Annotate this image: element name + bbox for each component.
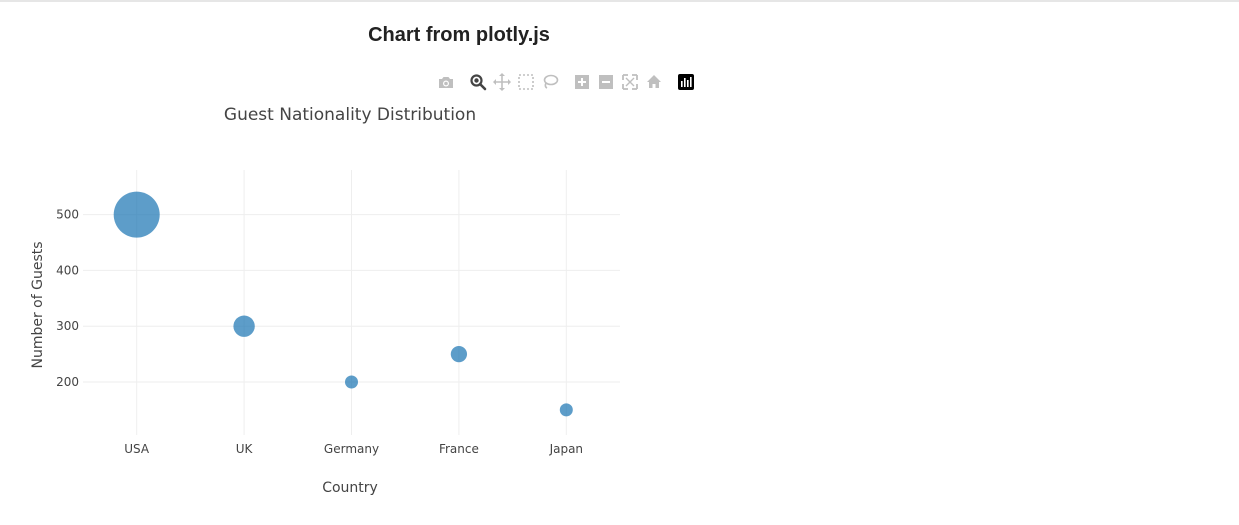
x-tick-label: Germany bbox=[324, 442, 379, 456]
y-axis-title: Number of Guests bbox=[30, 241, 46, 368]
zoom-icon[interactable] bbox=[468, 72, 488, 92]
plotly-logo-icon[interactable] bbox=[676, 72, 696, 92]
x-tick-label: France bbox=[439, 442, 479, 456]
pan-icon[interactable] bbox=[492, 72, 512, 92]
autoscale-icon[interactable] bbox=[620, 72, 640, 92]
y-tick-label: 400 bbox=[56, 263, 79, 277]
label-layer: 200 300 400 500 USA UK Germany France Japan bbox=[56, 208, 583, 456]
data-point-germany[interactable] bbox=[345, 375, 358, 389]
grid-layer bbox=[83, 170, 620, 435]
y-tick-label: 500 bbox=[56, 208, 79, 222]
chart-title: Guest Nationality Distribution bbox=[224, 105, 476, 125]
y-tick-label: 300 bbox=[56, 319, 79, 333]
x-axis-title: Country bbox=[322, 480, 378, 496]
lasso-select-icon[interactable] bbox=[540, 72, 560, 92]
zoom-out-icon[interactable] bbox=[596, 72, 616, 92]
data-point-usa[interactable] bbox=[113, 191, 160, 238]
y-tick-label: 200 bbox=[56, 375, 79, 389]
page-title: Chart from plotly.js bbox=[368, 24, 550, 46]
x-tick-label: UK bbox=[236, 442, 254, 456]
data-point-japan[interactable] bbox=[559, 403, 573, 417]
data-point-france[interactable] bbox=[450, 345, 468, 363]
marker-layer bbox=[113, 191, 573, 417]
x-tick-label: USA bbox=[124, 442, 150, 456]
bubble-chart: Guest Nationality Distribution 200 300 400… bbox=[30, 105, 620, 496]
camera-icon[interactable] bbox=[436, 72, 456, 92]
box-select-icon[interactable] bbox=[516, 72, 536, 92]
modebar bbox=[436, 72, 698, 92]
top-divider bbox=[0, 0, 1239, 2]
zoom-in-icon[interactable] bbox=[572, 72, 592, 92]
reset-axes-icon[interactable] bbox=[644, 72, 664, 92]
data-point-uk[interactable] bbox=[233, 315, 255, 337]
x-tick-label: Japan bbox=[549, 442, 583, 456]
